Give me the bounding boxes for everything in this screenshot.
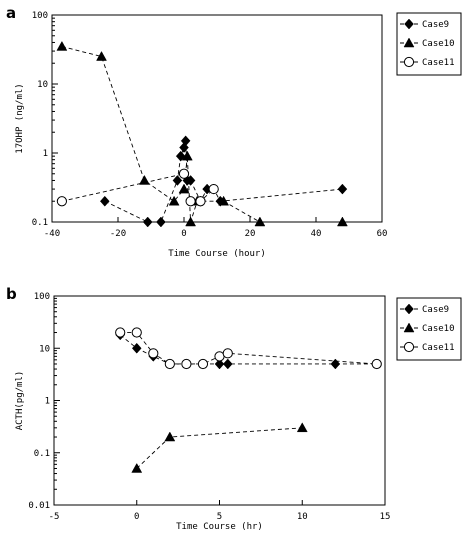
plot-frame <box>53 295 386 506</box>
legend-label: Case9 <box>422 305 449 315</box>
data-point <box>185 216 197 227</box>
series-line <box>119 334 377 365</box>
y-tick-label: 100 <box>34 292 50 302</box>
x-tick-label: -5 <box>49 512 60 522</box>
legend-item-case10: Case10 <box>400 37 455 49</box>
legend-item-case11: Case11 <box>400 341 455 353</box>
data-point <box>178 168 190 179</box>
legend-item-case9: Case9 <box>400 18 449 30</box>
x-tick-label: 0 <box>181 229 186 239</box>
data-point <box>218 195 230 206</box>
series-case11 <box>56 168 219 207</box>
data-point <box>181 358 192 370</box>
data-point <box>164 431 176 442</box>
y-axis-label: 17OHP (ng/ml) <box>15 83 25 153</box>
chart-panel-a: a 0.1 1 10 100 -40 -20 0 20 40 60 Time Course (hour… <box>6 4 462 259</box>
data-point <box>131 327 142 338</box>
data-point <box>180 135 191 147</box>
data-point <box>208 183 219 195</box>
plot-frame <box>51 14 383 223</box>
data-point <box>254 216 266 227</box>
data-point <box>185 196 196 207</box>
y-tick-label: 100 <box>32 11 48 21</box>
x-tick-label: 10 <box>297 512 308 522</box>
data-point <box>164 358 175 370</box>
x-axis-label: Time Course (hr) <box>176 522 263 532</box>
data-point <box>337 183 348 195</box>
data-point <box>222 358 233 370</box>
data-point <box>148 348 159 359</box>
data-point <box>222 348 233 359</box>
y-tick-label: 0.1 <box>32 218 48 228</box>
data-point <box>214 358 225 370</box>
legend-label: Case10 <box>422 39 455 49</box>
legend-item-case11: Case11 <box>400 56 455 68</box>
data-point <box>56 40 68 51</box>
y-tick-label: 10 <box>39 344 50 354</box>
data-point <box>197 358 209 370</box>
y-tick-label: 1 <box>43 149 48 159</box>
x-tick-label: 20 <box>245 229 256 239</box>
series-case11 <box>115 327 382 370</box>
legend: Case9 Case10 Case11 <box>396 12 462 76</box>
legend-marker <box>404 303 414 315</box>
x-tick-label: 0 <box>134 512 139 522</box>
data-point <box>99 195 110 207</box>
data-point <box>181 150 193 161</box>
x-tick-label: 5 <box>217 512 222 522</box>
data-point <box>142 216 153 228</box>
legend-marker <box>404 18 414 30</box>
chart-panel-b: b 0.01 0.1 1 10 100 -5 0 5 10 15 Time Course (hr) AC… <box>6 285 462 532</box>
data-point <box>156 216 166 228</box>
data-point <box>168 195 180 206</box>
data-point <box>178 183 190 194</box>
legend-item-case9: Case9 <box>400 303 449 315</box>
series-line <box>61 173 215 202</box>
data-point <box>96 51 107 61</box>
x-tick-label: -20 <box>110 229 126 239</box>
panel-label: a <box>6 4 16 22</box>
x-tick-label: -40 <box>44 229 60 239</box>
data-point <box>131 462 143 473</box>
data-point <box>172 175 183 186</box>
y-tick-label: 1 <box>45 397 50 407</box>
y-tick-label: 10 <box>37 80 48 90</box>
legend-label: Case9 <box>422 20 449 30</box>
y-tick-label: 0.1 <box>34 449 50 459</box>
data-point <box>371 358 382 370</box>
series-line <box>136 427 303 469</box>
x-tick-label: 40 <box>311 229 322 239</box>
legend-marker <box>403 56 415 68</box>
series-case10 <box>131 422 308 473</box>
x-tick-label: 60 <box>377 229 388 239</box>
legend-marker <box>403 37 415 48</box>
x-tick-label: 15 <box>380 512 391 522</box>
series-case9 <box>99 135 348 228</box>
legend-item-case10: Case10 <box>400 322 455 334</box>
data-point <box>195 196 206 207</box>
legend-label: Case11 <box>422 58 455 68</box>
legend: Case9 Case10 Case11 <box>396 297 462 361</box>
legend-label: Case11 <box>422 343 455 353</box>
series-line <box>104 140 343 223</box>
data-point <box>336 216 348 227</box>
data-point <box>56 196 68 207</box>
series-line <box>61 46 343 223</box>
data-point <box>296 422 308 433</box>
y-axis-label: ACTH(pg/ml) <box>15 371 25 431</box>
panel-label: b <box>6 285 17 303</box>
data-point <box>115 327 126 338</box>
y-tick-label: 0.01 <box>28 501 50 511</box>
legend-marker <box>403 322 415 333</box>
legend-marker <box>403 341 415 353</box>
x-axis-label: Time Course (hour) <box>168 249 266 259</box>
legend-label: Case10 <box>422 324 455 334</box>
data-point <box>131 342 142 354</box>
